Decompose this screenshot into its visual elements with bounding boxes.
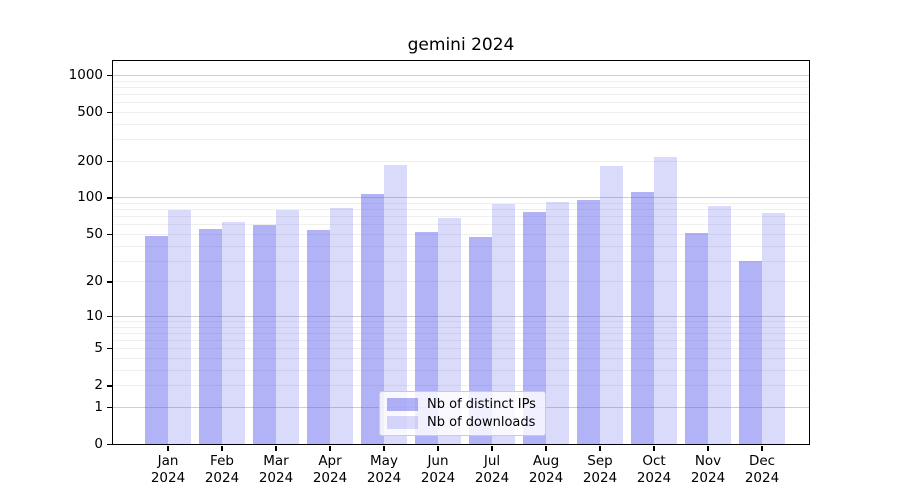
x-tick-mark [491,446,493,451]
x-tick-label: Jun 2024 [420,453,456,486]
legend-swatch-distinct-ips [387,398,418,412]
x-tick-label: Mar 2024 [258,453,294,486]
legend-swatch-downloads [387,415,418,429]
x-tick-mark [329,446,331,451]
plot-area-frame [112,60,810,445]
y-tick-label: 200 [77,152,103,169]
y-tick-label: 1000 [68,66,103,83]
x-tick-label: Dec 2024 [744,453,780,486]
legend-item-distinct-ips: Nb of distinct IPs [387,397,538,412]
y-tick-label: 0 [94,436,103,452]
y-tick-label: 500 [77,103,103,120]
x-tick-label: Sep 2024 [582,453,618,486]
x-tick-label: Oct 2024 [636,453,672,486]
y-tick-label: 5 [94,340,103,357]
x-tick-mark [653,446,655,451]
y-tick-label: 1 [94,398,103,415]
x-tick-label: Apr 2024 [312,453,348,486]
legend-label-downloads: Nb of downloads [427,414,536,430]
x-tick-mark [545,446,547,451]
x-tick-mark [167,446,169,451]
y-tick-label: 10 [85,307,103,324]
x-tick-mark [761,446,763,451]
x-tick-label: Nov 2024 [690,453,726,486]
x-tick-label: May 2024 [366,453,402,486]
x-tick-label: Jan 2024 [150,453,186,486]
x-tick-label: Aug 2024 [528,453,564,486]
x-tick-mark [383,446,385,451]
y-tick-label: 50 [85,225,103,242]
x-tick-mark [275,446,277,451]
legend-item-downloads: Nb of downloads [387,415,538,430]
y-tick-label: 100 [77,189,103,206]
y-tick-label: 2 [94,377,103,394]
x-tick-label: Jul 2024 [474,453,510,486]
legend-label-distinct-ips: Nb of distinct IPs [427,397,536,413]
x-tick-mark [599,446,601,451]
x-tick-mark [707,446,709,451]
y-tick-label: 20 [85,273,103,290]
x-tick-mark [437,446,439,451]
x-tick-mark [221,446,223,451]
x-tick-label: Feb 2024 [204,453,240,486]
chart-title: gemini 2024 [407,35,515,55]
legend: Nb of distinct IPs Nb of downloads [379,391,546,436]
